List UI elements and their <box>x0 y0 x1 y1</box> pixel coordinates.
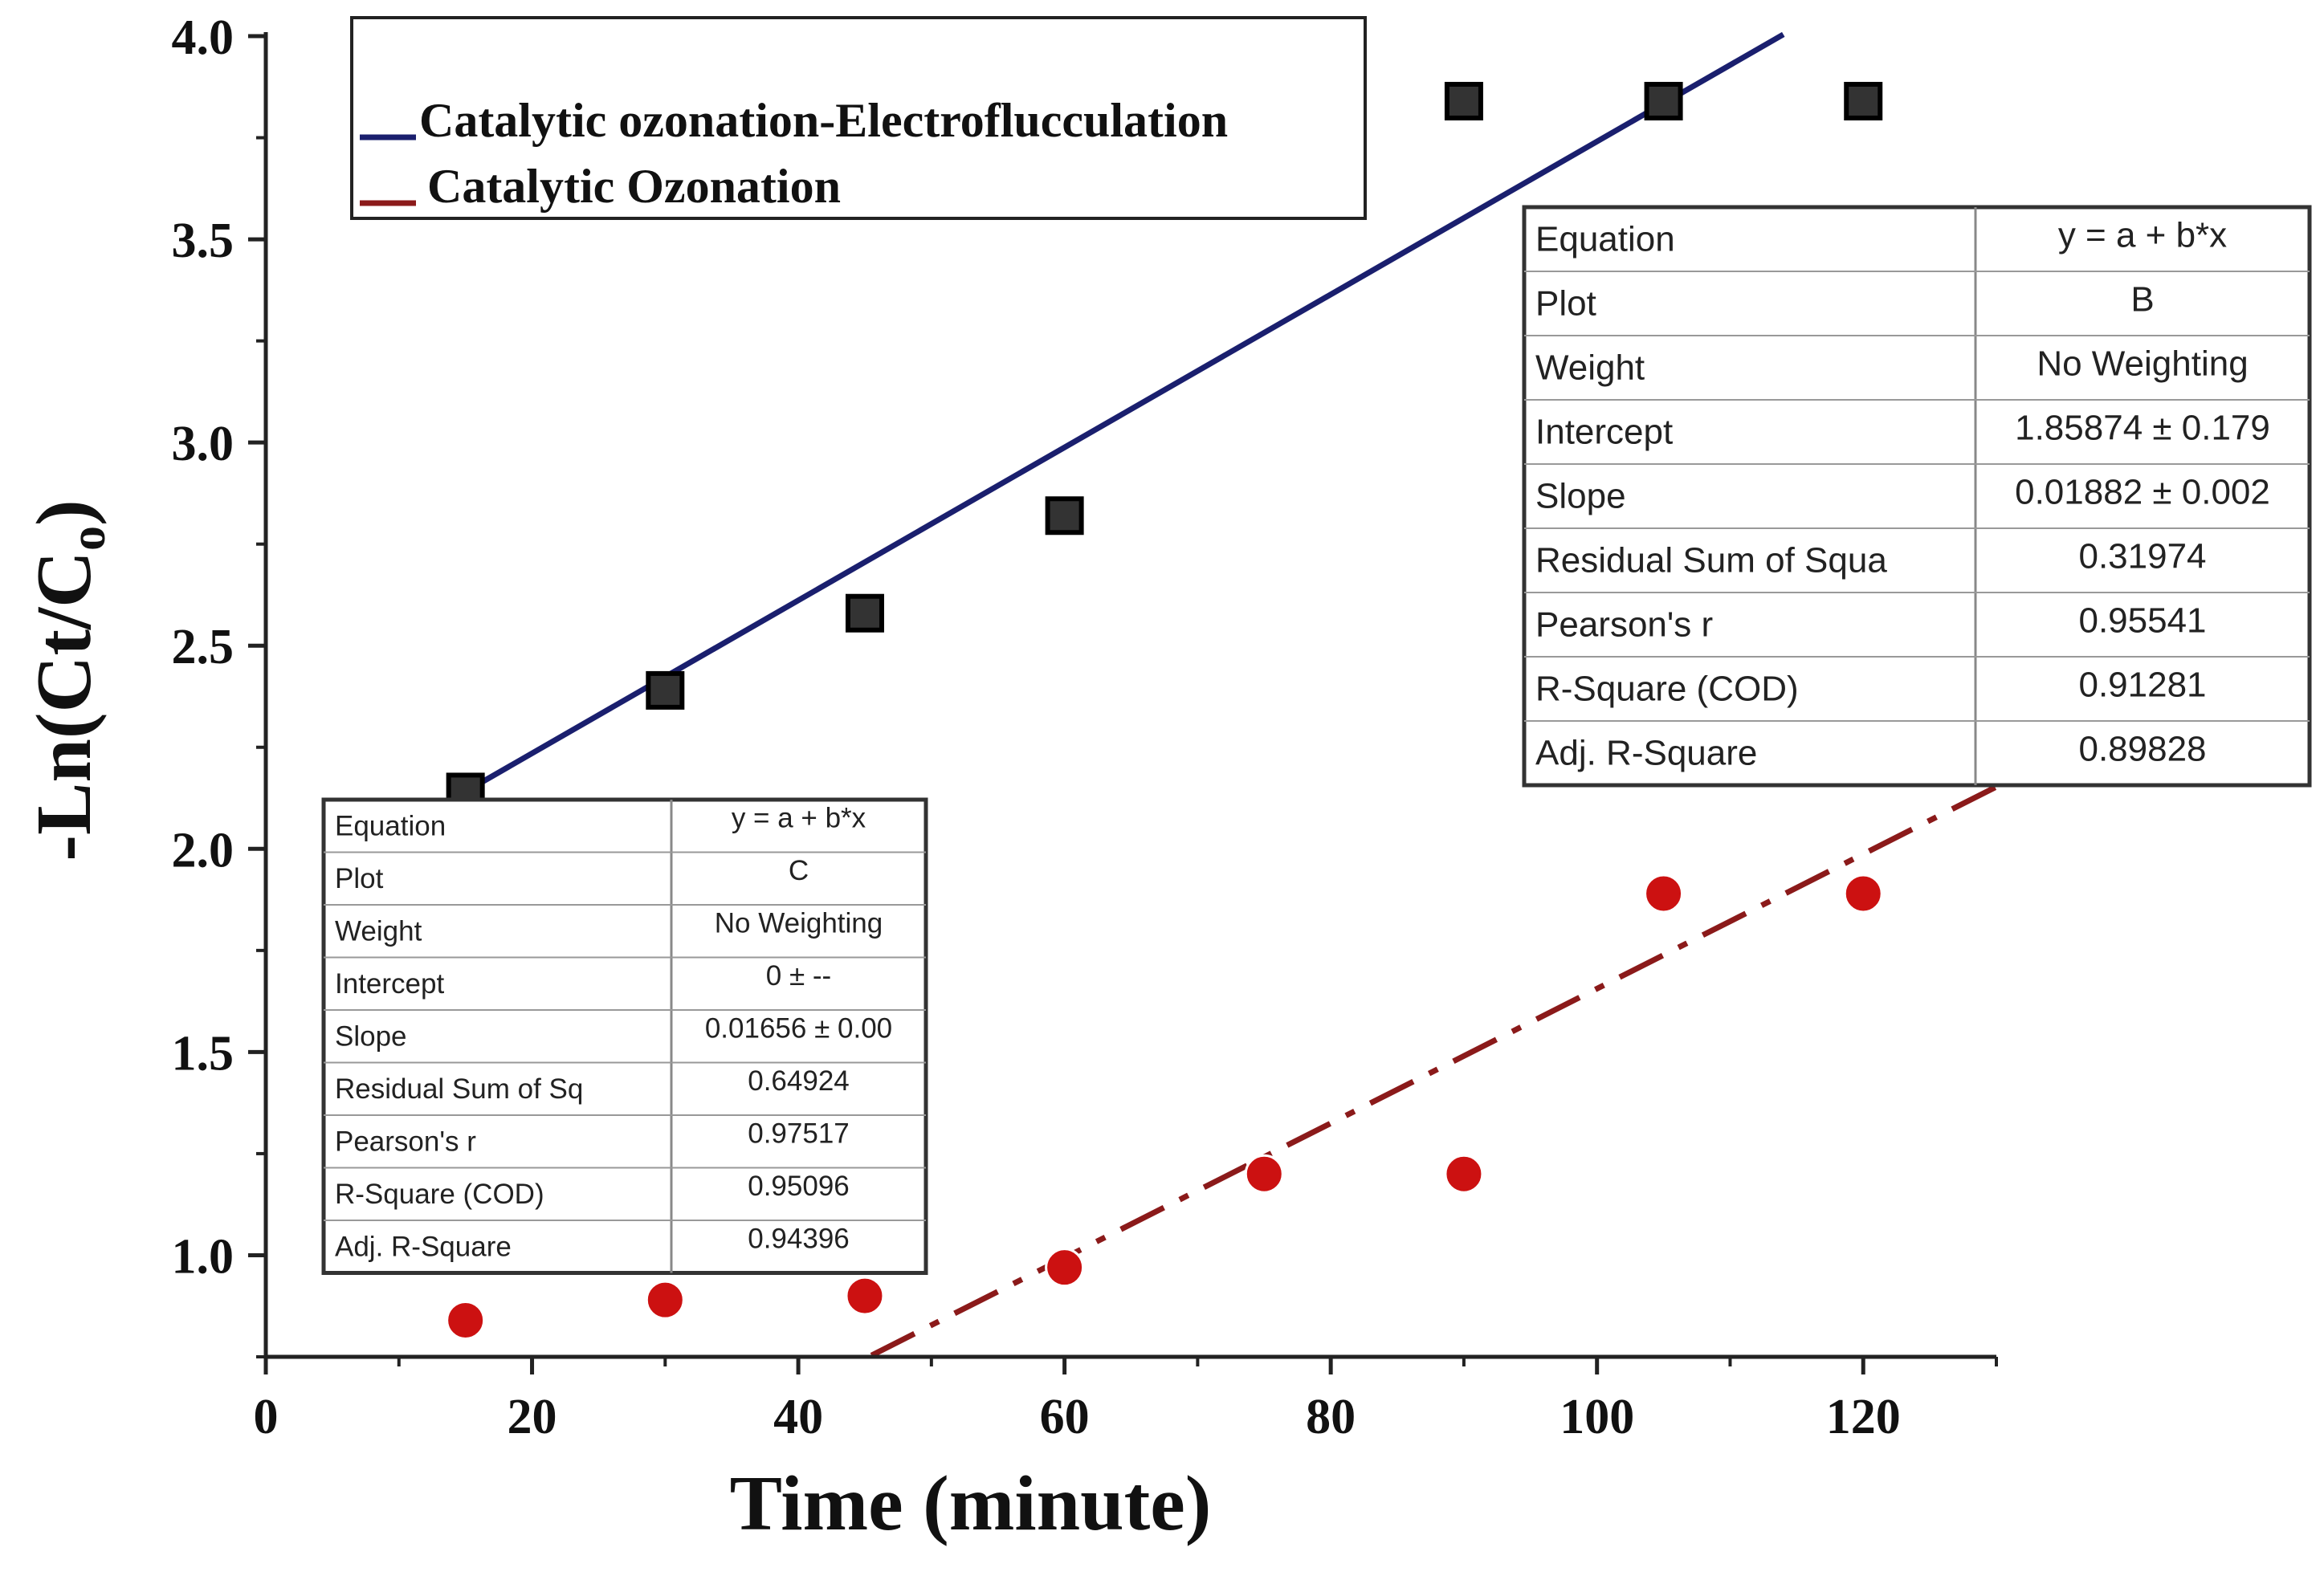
y-tick-label: 3.0 <box>172 417 234 471</box>
y-tick-label: 2.0 <box>172 823 234 878</box>
data-point-square <box>1644 81 1683 120</box>
fit-table-value: No Weighting <box>715 908 883 939</box>
x-tick-label: 80 <box>1306 1390 1356 1444</box>
y-axis-title-main: -Ln(Ct/C <box>21 551 108 861</box>
fit-table-value: 0.97517 <box>748 1118 850 1150</box>
data-point-square <box>646 670 685 710</box>
data-points <box>446 81 1883 1340</box>
y-tick-label: 1.5 <box>172 1026 234 1081</box>
fit-table-value: 0.64924 <box>748 1065 850 1097</box>
fit-table-label: Slope <box>1535 476 1626 515</box>
fit-table-label: R-Square (COD) <box>1535 669 1799 708</box>
data-point-square <box>1444 81 1483 120</box>
fit-table-value: C <box>789 855 809 886</box>
data-point-square <box>1045 496 1084 536</box>
fit-table-value: y = a + b*x <box>2058 216 2227 255</box>
fit-table-value: 0.95541 <box>2078 601 2206 641</box>
fit-line-ozonation <box>870 784 1998 1358</box>
fit-line-electro <box>463 31 1785 794</box>
x-tick-label: 120 <box>1826 1390 1901 1444</box>
fit-table-label: Intercept <box>335 968 444 1000</box>
fit-table-value: B <box>2130 280 2154 320</box>
data-point-square <box>845 593 884 633</box>
data-point-circle <box>1644 874 1684 914</box>
fit-table-value: 0 ± -- <box>766 960 831 992</box>
x-tick-label: 60 <box>1040 1390 1090 1444</box>
legend-box <box>350 16 1367 220</box>
fit-table-label: Equation <box>335 811 446 842</box>
fit-table-label: Pearson's r <box>335 1126 476 1158</box>
fit-table-value: 0.31974 <box>2078 537 2206 576</box>
data-point-square <box>1844 81 1883 120</box>
y-tick-label: 2.5 <box>172 620 234 674</box>
x-axis-title: Time (minute) <box>730 1460 1212 1547</box>
y-tick-label: 4.0 <box>172 10 234 65</box>
legend-label-electro: Catalytic ozonation-Electroflucculation <box>419 94 1228 147</box>
fit-table-B: Equation y = a + b*x Plot B Weight No Weighti… <box>1522 205 2312 788</box>
fit-table-label: Intercept <box>1535 412 1673 451</box>
fit-table-frame <box>1522 205 2312 788</box>
y-tick-label: 1.0 <box>172 1229 234 1284</box>
y-tick-label: 3.5 <box>172 214 234 268</box>
data-point-circle <box>1444 1154 1484 1194</box>
fit-table-value: y = a + b*x <box>732 803 866 834</box>
y-axis-title-close: ) <box>21 499 108 526</box>
fit-tables: Equation y = a + b*x Plot B Weight No Weighti… <box>321 205 2312 1275</box>
fit-table-label: Residual Sum of Squa <box>1535 540 1887 580</box>
fit-table-label: Plot <box>1535 283 1596 323</box>
legend: Catalytic ozonation-Electroflucculation … <box>350 16 1367 220</box>
fit-table-label: R-Square (COD) <box>335 1179 544 1210</box>
fit-table-label: Adj. R-Square <box>1535 733 1757 772</box>
fit-table-value: 0.91281 <box>2078 666 2206 705</box>
fit-table-value: 1.85874 ± 0.179 <box>2015 409 2270 448</box>
data-point-circle <box>845 1276 885 1316</box>
x-tick-label: 0 <box>254 1390 279 1444</box>
fit-table-label: Weight <box>1535 348 1645 387</box>
fit-table-value: 0.95096 <box>748 1171 850 1202</box>
data-point-circle <box>1843 874 1883 914</box>
fit-table-label: Pearson's r <box>1535 605 1713 644</box>
fit-table-label: Slope <box>335 1021 407 1053</box>
data-point-circle <box>446 1300 486 1340</box>
y-axis-title: -Ln(Ct/Co) <box>21 499 116 861</box>
x-tick-label: 100 <box>1560 1390 1634 1444</box>
fit-table-C: Equation y = a + b*x Plot C Weight No Weighti… <box>321 797 928 1275</box>
fit-table-value: No Weighting <box>2037 344 2248 384</box>
y-axis-title-subscript: o <box>61 526 116 551</box>
fit-table-label: Residual Sum of Sq <box>335 1073 583 1105</box>
data-point-circle <box>645 1280 685 1320</box>
x-tick-label: 20 <box>508 1390 557 1444</box>
fit-table-value: 0.94396 <box>748 1224 850 1255</box>
legend-label-ozonation: Catalytic Ozonation <box>427 160 841 213</box>
fit-table-value: 0.89828 <box>2078 730 2206 769</box>
fit-table-value: 0.01656 ± 0.00 <box>705 1013 892 1045</box>
fit-table-label: Weight <box>335 916 422 947</box>
data-point-circle <box>1045 1248 1085 1288</box>
fit-table-value: 0.01882 ± 0.002 <box>2015 473 2270 512</box>
fit-table-label: Adj. R-Square <box>335 1232 512 1263</box>
fit-table-label: Plot <box>335 863 384 894</box>
fit-table-frame <box>321 797 928 1275</box>
fit-table-label: Equation <box>1535 219 1675 259</box>
x-tick-label: 40 <box>773 1390 823 1444</box>
axes: 0 20 40 60 80 100 120 1.0 1.5 2.0 2.5 3.0 3.5 4.0 <box>172 10 1998 1444</box>
data-point-circle <box>1244 1154 1284 1194</box>
